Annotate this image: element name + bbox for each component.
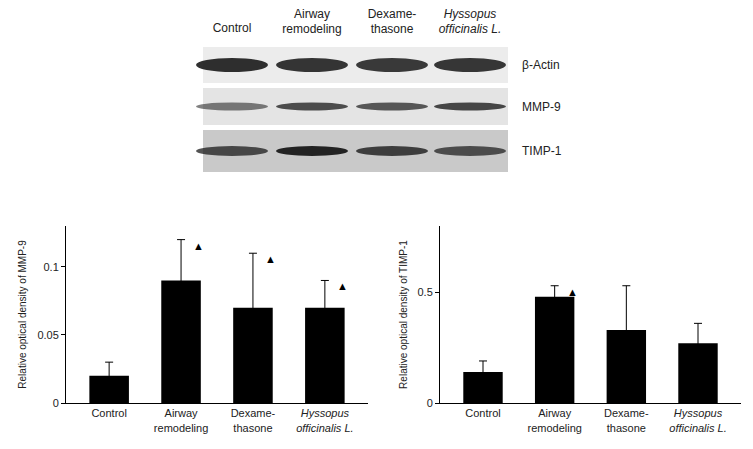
svg-text:Relative optical density of TI: Relative optical density of TIMP-1 (398, 240, 409, 389)
svg-text:Airwayremodeling: Airwayremodeling (154, 407, 208, 433)
svg-text:Hyssopusofficinalis L.: Hyssopusofficinalis L. (296, 407, 353, 433)
svg-text:MMP-9: MMP-9 (522, 100, 561, 114)
svg-text:Hyssopusofficinalis L.: Hyssopusofficinalis L. (669, 407, 726, 433)
svg-text:Hyssopusofficinalis L.: Hyssopusofficinalis L. (439, 7, 502, 36)
svg-text:Airwayremodeling: Airwayremodeling (282, 7, 341, 36)
svg-text:0: 0 (53, 397, 59, 409)
svg-text:0.1: 0.1 (44, 261, 59, 273)
svg-text:0.5: 0.5 (418, 286, 433, 298)
svg-text:▲: ▲ (567, 286, 578, 298)
svg-text:Control: Control (213, 21, 252, 35)
svg-text:▲: ▲ (193, 240, 204, 252)
svg-text:Dexame-thasone: Dexame-thasone (368, 7, 417, 36)
svg-text:Dexame-thasone: Dexame-thasone (231, 407, 276, 433)
svg-text:Relative optical density of MM: Relative optical density of MMP-9 (17, 240, 28, 389)
svg-text:β-Actin: β-Actin (522, 58, 560, 72)
svg-text:▲: ▲ (265, 253, 276, 265)
svg-text:Dexame-thasone: Dexame-thasone (604, 407, 649, 433)
svg-text:TIMP-1: TIMP-1 (522, 144, 562, 158)
svg-text:0: 0 (427, 397, 433, 409)
svg-text:Control: Control (465, 407, 500, 419)
svg-text:Airwayremodeling: Airwayremodeling (527, 407, 581, 433)
svg-text:▲: ▲ (337, 280, 348, 292)
svg-text:Control: Control (91, 407, 126, 419)
svg-text:0.05: 0.05 (37, 329, 58, 341)
